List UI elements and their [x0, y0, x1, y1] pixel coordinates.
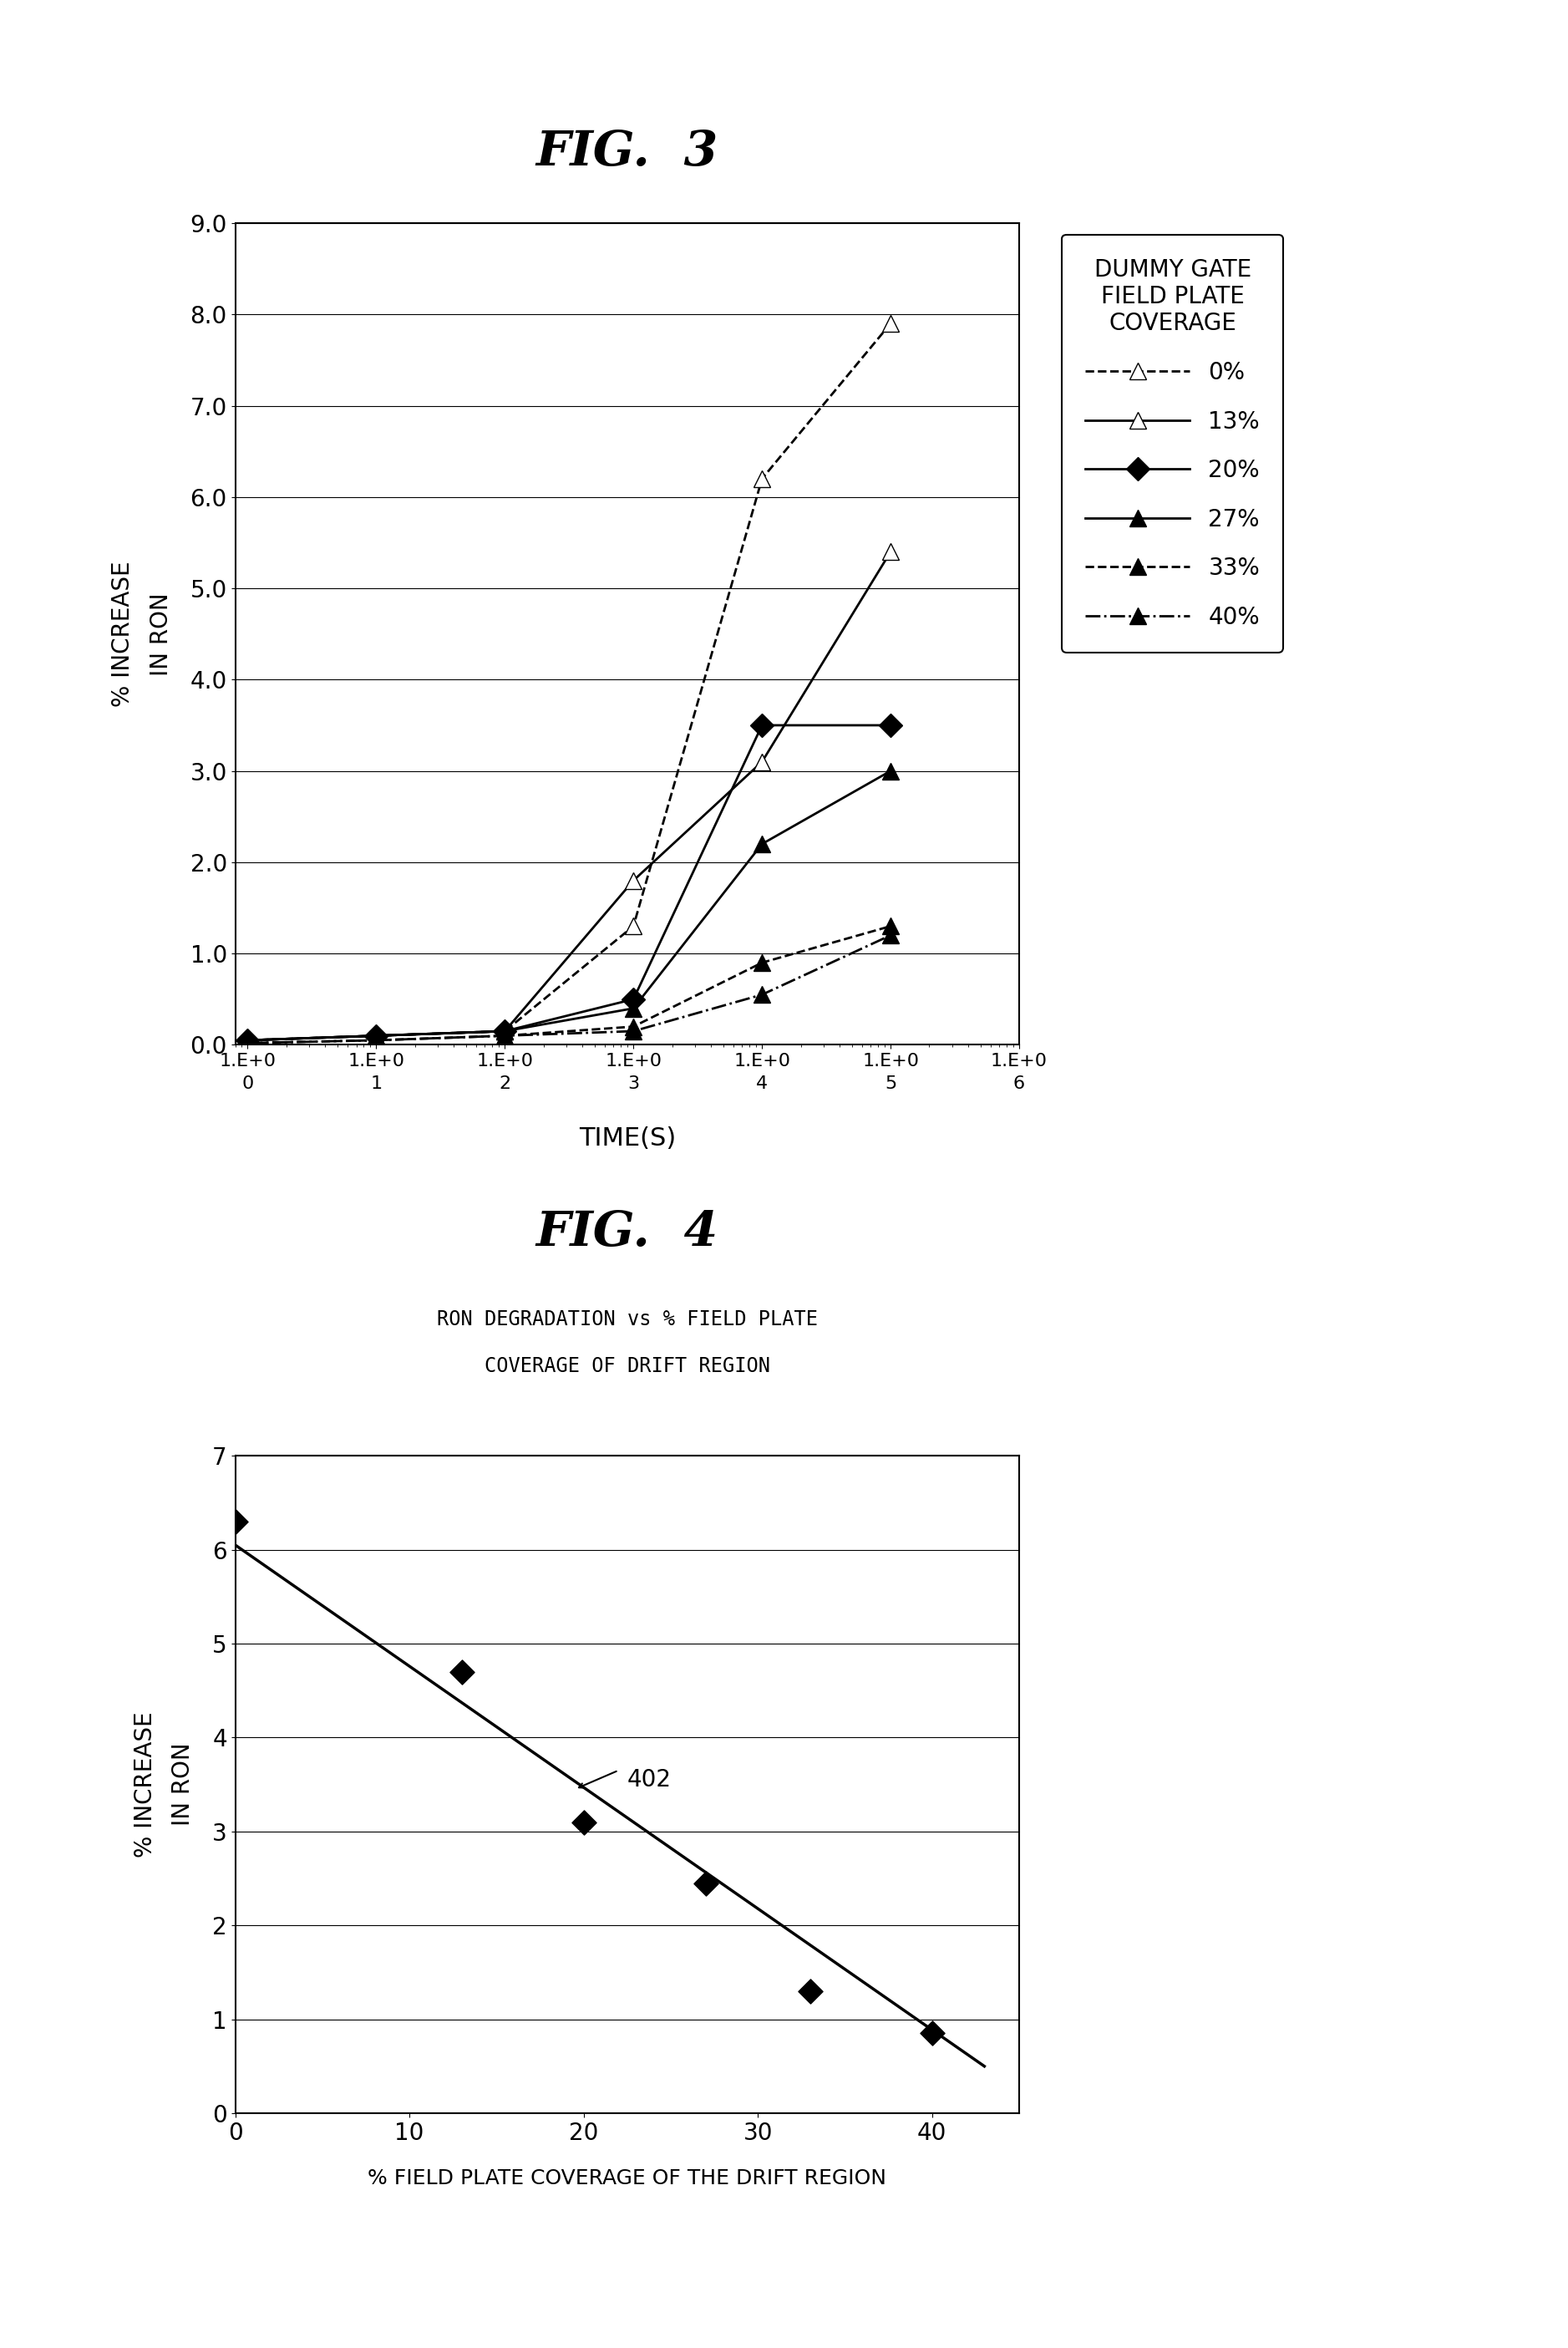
Point	[798, 1972, 823, 2010]
Point	[919, 2015, 944, 2052]
Point	[571, 1803, 596, 1841]
X-axis label: % FIELD PLATE COVERAGE OF THE DRIFT REGION: % FIELD PLATE COVERAGE OF THE DRIFT REGI…	[368, 2167, 886, 2188]
Y-axis label: % INCREASE
IN RON: % INCREASE IN RON	[111, 561, 172, 707]
Text: FIG.  4: FIG. 4	[536, 1209, 718, 1256]
Text: RON DEGRADATION vs % FIELD PLATE: RON DEGRADATION vs % FIELD PLATE	[437, 1310, 817, 1329]
Point	[448, 1653, 474, 1691]
Point	[223, 1503, 248, 1540]
Y-axis label: % INCREASE
IN RON: % INCREASE IN RON	[133, 1712, 194, 1857]
X-axis label: TIME(S): TIME(S)	[579, 1127, 676, 1151]
Text: FIG.  3: FIG. 3	[536, 129, 718, 176]
Legend: 0%, 13%, 20%, 27%, 33%, 40%: 0%, 13%, 20%, 27%, 33%, 40%	[1062, 235, 1283, 653]
Text: 402: 402	[627, 1768, 671, 1792]
Text: COVERAGE OF DRIFT REGION: COVERAGE OF DRIFT REGION	[485, 1357, 770, 1376]
Point	[693, 1864, 718, 1902]
